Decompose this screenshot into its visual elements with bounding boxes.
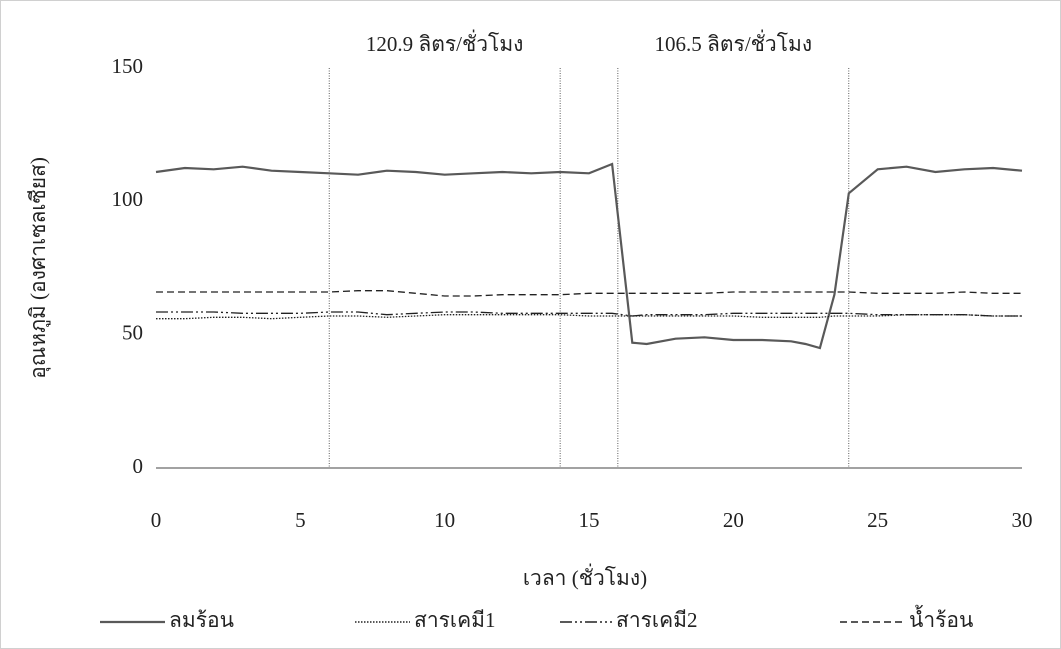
x-tick-label: 20 [723, 508, 744, 532]
x-axis-title: เวลา (ชั่วโมง) [523, 563, 647, 590]
x-tick-label: 0 [151, 508, 162, 532]
x-tick-label: 25 [867, 508, 888, 532]
chart-frame [1, 1, 1061, 649]
x-tick-label: 10 [434, 508, 455, 532]
legend-label: น้ำร้อน [909, 605, 973, 632]
y-tick-label: 0 [133, 454, 144, 478]
y-tick-label: 50 [122, 320, 143, 344]
x-tick-label: 15 [579, 508, 600, 532]
x-tick-label: 5 [295, 508, 306, 532]
y-tick-label: 100 [112, 187, 144, 211]
legend-label: ลมร้อน [169, 608, 234, 632]
annotation: 120.9 ลิตร/ชั่วโมง [366, 29, 524, 56]
x-tick-label: 30 [1012, 508, 1033, 532]
legend-label: สารเคมี2 [616, 608, 697, 632]
legend-label: สารเคมี1 [414, 608, 495, 632]
annotation: 106.5 ลิตร/ชั่วโมง [655, 29, 813, 56]
y-axis-title: อุณหภูมิ (องศาเซลเซียส) [26, 157, 51, 379]
y-tick-label: 150 [112, 54, 144, 78]
chart: เวลา (ชั่วโมง) อุณหภูมิ (องศาเซลเซียส) 0… [0, 0, 1061, 649]
